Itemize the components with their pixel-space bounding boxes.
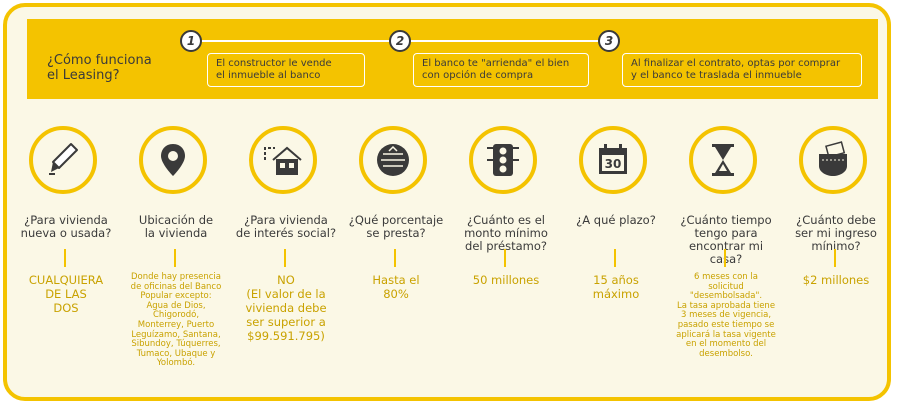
- question-text: ¿Para vivienda nueva o usada?: [20, 213, 112, 240]
- answer-text: Hasta el 80%: [372, 273, 420, 301]
- svg-text:30: 30: [605, 157, 622, 171]
- step-1-box: El constructor le vende el inmueble al b…: [207, 53, 365, 87]
- question-text: ¿Para vivienda de interés social?: [235, 213, 337, 240]
- money-pocket-icon: [819, 141, 847, 176]
- pen-icon: [49, 143, 78, 175]
- percentage-gauge-icon: [377, 144, 409, 176]
- answer-text: $2 millones: [802, 273, 870, 287]
- answer-text: 15 años máximo: [592, 273, 640, 301]
- step-2-number: 2: [389, 30, 411, 52]
- question-text: ¿Qué porcentaje se presta?: [348, 213, 444, 240]
- step-2-box: El banco te "arrienda" el bien con opció…: [413, 53, 589, 87]
- question-text: ¿Cuánto debe ser mi ingreso mínimo?: [795, 213, 877, 253]
- question-text: Ubicación de la vivienda: [138, 213, 214, 240]
- house-icon: [264, 146, 302, 175]
- question-text: ¿A qué plazo?: [576, 213, 656, 227]
- location-pin-icon: [161, 144, 185, 176]
- traffic-light-icon: [487, 144, 519, 176]
- answer-text: Donde hay presencia de oficinas del Banco…: [130, 272, 222, 369]
- calendar-icon: 30: [599, 144, 627, 174]
- answer-text: NO (El valor de la vivienda debe ser superi…: [245, 273, 327, 343]
- step-1-number: 1: [180, 30, 202, 52]
- answer-text: CUALQUIERA DE LAS DOS: [28, 273, 104, 315]
- step-3-box: Al finalizar el contrato, optas por comp…: [622, 53, 862, 87]
- banner-question: ¿Cómo funciona el Leasing?: [47, 53, 152, 83]
- question-text: ¿Cuánto es el monto mínimo del préstamo?: [464, 213, 548, 253]
- hourglass-icon: [712, 144, 734, 176]
- step-3-number: 3: [598, 30, 620, 52]
- answer-text: 50 millones: [472, 273, 540, 287]
- answer-text: 6 meses con la solicitud "desembolsada". La…: [676, 272, 776, 359]
